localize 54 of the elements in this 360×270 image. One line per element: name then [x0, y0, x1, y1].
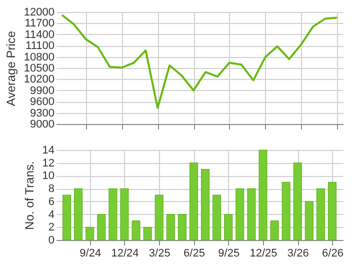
- y-tick-label: 9300: [30, 107, 54, 120]
- bar: [97, 214, 106, 240]
- y-tick-label: 8: [48, 183, 54, 196]
- bar: [247, 188, 256, 240]
- x-tick-label: 3/25: [148, 248, 170, 260]
- x-tick-label: 9/25: [218, 248, 240, 260]
- x-tick-label: 6/26: [322, 248, 344, 260]
- y-tick-label: 11100: [26, 40, 54, 52]
- y-tick-label: 6: [48, 196, 54, 208]
- y-tick-label: 10: [42, 170, 54, 182]
- bar: [304, 201, 314, 240]
- bar: [62, 194, 72, 240]
- y-tick-label: 11700: [24, 18, 54, 30]
- y-tick-label: 12000: [24, 6, 54, 18]
- x-tick-label: 12/25: [250, 248, 278, 260]
- bar: [201, 169, 210, 240]
- bar: [86, 226, 94, 240]
- bar: [166, 214, 175, 240]
- bar: [143, 226, 152, 240]
- bar: [328, 182, 336, 240]
- bar: [236, 188, 244, 240]
- bar: [258, 150, 268, 240]
- y-tick-label: 9600: [30, 96, 54, 108]
- line-series: [60, 14, 338, 109]
- bar: [108, 188, 118, 240]
- bar: [189, 162, 198, 240]
- y-tick-label: 10800: [24, 51, 54, 64]
- y-tick-label: 14: [42, 144, 54, 156]
- x-tick-label: 12/24: [111, 248, 139, 260]
- y-tick-label: 11400: [24, 28, 54, 41]
- y-axis-title: Average Price: [4, 30, 18, 106]
- bar: [316, 188, 325, 240]
- y-tick-label: 10500: [24, 62, 54, 74]
- bar: [270, 220, 279, 240]
- y-tick-label: 0: [48, 234, 54, 246]
- y-tick-label: 12: [42, 157, 54, 170]
- y-tick-label: 10200: [24, 74, 54, 86]
- bar: [293, 162, 302, 240]
- bar: [178, 214, 186, 240]
- x-tick-label: 6/25: [184, 248, 205, 260]
- bar: [154, 194, 164, 240]
- bar: [74, 188, 83, 240]
- x-tick-label: 3/26: [287, 248, 309, 260]
- bar: [282, 182, 290, 240]
- y-tick-label: 9900: [30, 84, 54, 97]
- bar: [132, 220, 140, 240]
- bar: [224, 214, 233, 240]
- y-tick-label: 2: [48, 222, 54, 234]
- y-tick-label: 9000: [30, 118, 54, 130]
- y-axis-title: No. of Trans.: [22, 161, 36, 230]
- y-tick-label: 4: [48, 208, 54, 221]
- x-tick-label: 9/24: [80, 248, 102, 260]
- bar: [120, 188, 129, 240]
- bar: [212, 194, 222, 240]
